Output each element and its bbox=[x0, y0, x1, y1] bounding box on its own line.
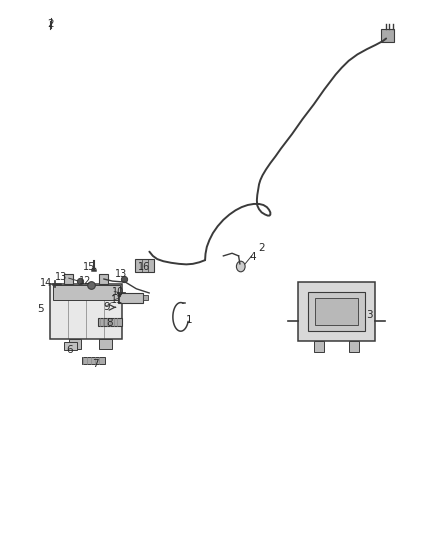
FancyBboxPatch shape bbox=[82, 357, 105, 364]
Text: 1: 1 bbox=[186, 314, 193, 325]
FancyBboxPatch shape bbox=[118, 293, 143, 303]
Text: 5: 5 bbox=[38, 304, 44, 314]
FancyBboxPatch shape bbox=[135, 259, 154, 272]
Text: 15: 15 bbox=[83, 262, 95, 271]
FancyBboxPatch shape bbox=[53, 285, 120, 300]
Circle shape bbox=[237, 261, 245, 272]
FancyBboxPatch shape bbox=[50, 284, 122, 340]
Text: 10: 10 bbox=[112, 287, 124, 297]
FancyBboxPatch shape bbox=[381, 29, 394, 42]
Text: 13: 13 bbox=[54, 272, 67, 282]
Text: 6: 6 bbox=[66, 345, 73, 356]
Text: 13: 13 bbox=[114, 270, 127, 279]
Text: 14: 14 bbox=[40, 278, 53, 288]
FancyBboxPatch shape bbox=[314, 341, 324, 352]
Text: 2: 2 bbox=[258, 243, 265, 253]
FancyBboxPatch shape bbox=[143, 295, 148, 301]
Text: 12: 12 bbox=[79, 276, 92, 286]
Text: 11: 11 bbox=[111, 295, 123, 305]
FancyBboxPatch shape bbox=[99, 318, 122, 326]
FancyBboxPatch shape bbox=[64, 274, 73, 284]
FancyBboxPatch shape bbox=[64, 342, 77, 350]
FancyBboxPatch shape bbox=[69, 340, 81, 349]
Text: 2: 2 bbox=[47, 19, 53, 29]
FancyBboxPatch shape bbox=[349, 341, 359, 352]
Text: 3: 3 bbox=[366, 310, 372, 320]
Text: 7: 7 bbox=[92, 359, 98, 368]
Text: 4: 4 bbox=[250, 253, 256, 262]
FancyBboxPatch shape bbox=[298, 282, 374, 341]
FancyBboxPatch shape bbox=[315, 298, 358, 325]
Text: 16: 16 bbox=[138, 262, 150, 271]
Text: 8: 8 bbox=[106, 318, 113, 328]
FancyBboxPatch shape bbox=[99, 274, 108, 284]
FancyBboxPatch shape bbox=[99, 340, 112, 349]
FancyBboxPatch shape bbox=[308, 292, 365, 331]
Text: 9: 9 bbox=[104, 302, 110, 312]
